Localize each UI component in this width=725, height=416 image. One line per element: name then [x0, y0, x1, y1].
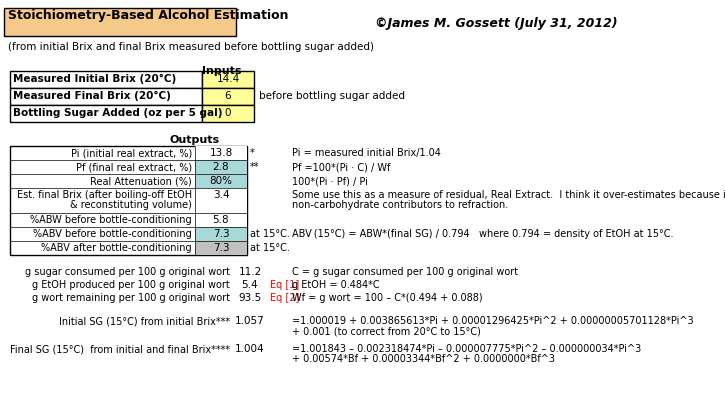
- Text: + 0.00574*Bf + 0.00003344*Bf^2 + 0.0000000*Bf^3: + 0.00574*Bf + 0.00003344*Bf^2 + 0.00000…: [292, 354, 555, 364]
- Text: Eq [1]: Eq [1]: [270, 280, 299, 290]
- Text: Initial SG (15°C) from initial Brix***: Initial SG (15°C) from initial Brix***: [59, 316, 230, 326]
- Text: Measured Final Brix (20°C): Measured Final Brix (20°C): [13, 91, 171, 101]
- Bar: [202, 71, 254, 88]
- Text: Pi = measured initial Brix/1.04: Pi = measured initial Brix/1.04: [292, 148, 441, 158]
- Text: *: *: [250, 148, 254, 158]
- Text: 1.057: 1.057: [235, 316, 265, 326]
- Text: g wort remaining per 100 g original wort: g wort remaining per 100 g original wort: [32, 293, 230, 303]
- Text: Pi (initial real extract, %): Pi (initial real extract, %): [71, 148, 192, 158]
- Bar: [195, 174, 247, 188]
- Bar: [10, 146, 247, 255]
- Text: + 0.001 (to correct from 20°C to 15°C): + 0.001 (to correct from 20°C to 15°C): [292, 326, 481, 336]
- Text: g EtOH = 0.484*C: g EtOH = 0.484*C: [292, 280, 380, 290]
- Text: Wf = g wort = 100 – C*(0.494 + 0.088): Wf = g wort = 100 – C*(0.494 + 0.088): [292, 293, 483, 303]
- Bar: [10, 88, 202, 105]
- Text: ABV (15°C) = ABW*(final SG) / 0.794   where 0.794 = density of EtOH at 15°C.: ABV (15°C) = ABW*(final SG) / 0.794 wher…: [292, 229, 674, 239]
- Text: %ABV before bottle-conditioning: %ABV before bottle-conditioning: [33, 229, 192, 239]
- Text: 14.4: 14.4: [216, 74, 240, 84]
- Text: non-carbohydrate contributors to refraction.: non-carbohydrate contributors to refract…: [292, 200, 508, 210]
- Text: Some use this as a measure of residual, Real Extract.  I think it over-estimates: Some use this as a measure of residual, …: [292, 190, 725, 200]
- Text: before bottling sugar added: before bottling sugar added: [259, 91, 405, 101]
- Text: 6: 6: [225, 91, 231, 101]
- Text: 11.2: 11.2: [239, 267, 262, 277]
- Text: 2.8: 2.8: [212, 162, 229, 172]
- Text: 5.8: 5.8: [212, 215, 229, 225]
- Text: ©James M. Gossett (July 31, 2012): ©James M. Gossett (July 31, 2012): [375, 17, 618, 30]
- Text: =1.001843 – 0.002318474*Pi – 0.000007775*Pi^2 – 0.000000034*Pi^3: =1.001843 – 0.002318474*Pi – 0.000007775…: [292, 344, 641, 354]
- Bar: [195, 213, 247, 227]
- Text: Final SG (15°C)  from initial and final Brix****: Final SG (15°C) from initial and final B…: [10, 344, 230, 354]
- Text: 7.3: 7.3: [212, 243, 229, 253]
- Text: Pf =100*(Pi · C) / Wf: Pf =100*(Pi · C) / Wf: [292, 162, 390, 172]
- Bar: [195, 241, 247, 255]
- Text: C = g sugar consumed per 100 g original wort: C = g sugar consumed per 100 g original …: [292, 267, 518, 277]
- Bar: [202, 88, 254, 105]
- Bar: [195, 160, 247, 174]
- Text: 0: 0: [225, 108, 231, 118]
- Text: 3.4: 3.4: [212, 190, 229, 200]
- Text: g EtOH produced per 100 g original wort: g EtOH produced per 100 g original wort: [32, 280, 230, 290]
- Bar: [195, 227, 247, 241]
- Text: Outputs: Outputs: [170, 135, 220, 145]
- Text: Inputs: Inputs: [202, 66, 241, 76]
- Text: g sugar consumed per 100 g original wort: g sugar consumed per 100 g original wort: [25, 267, 230, 277]
- Text: 93.5: 93.5: [239, 293, 262, 303]
- Text: Measured Initial Brix (20°C): Measured Initial Brix (20°C): [13, 74, 176, 84]
- Bar: [195, 146, 247, 160]
- Text: at 15°C.: at 15°C.: [250, 243, 290, 253]
- Text: 1.004: 1.004: [235, 344, 265, 354]
- Text: Bottling Sugar Added (oz per 5 gal): Bottling Sugar Added (oz per 5 gal): [13, 108, 223, 118]
- Text: **: **: [250, 162, 260, 172]
- Text: Pf (final real extract, %): Pf (final real extract, %): [76, 162, 192, 172]
- Text: 5.4: 5.4: [241, 280, 258, 290]
- Text: Stoichiometry-Based Alcohol Estimation: Stoichiometry-Based Alcohol Estimation: [8, 9, 289, 22]
- Text: 13.8: 13.8: [210, 148, 233, 158]
- Text: =1.000019 + 0.003865613*Pi + 0.00001296425*Pi^2 + 0.00000005701128*Pi^3: =1.000019 + 0.003865613*Pi + 0.000012964…: [292, 316, 694, 326]
- Text: 100*(Pi · Pf) / Pi: 100*(Pi · Pf) / Pi: [292, 176, 368, 186]
- Text: Eq [2]: Eq [2]: [270, 293, 299, 303]
- Text: Real Attenuation (%): Real Attenuation (%): [90, 176, 192, 186]
- Text: %ABV after bottle-conditioning: %ABV after bottle-conditioning: [41, 243, 192, 253]
- Text: 7.3: 7.3: [212, 229, 229, 239]
- Text: Est. final Brix (after boiling-off EtOH: Est. final Brix (after boiling-off EtOH: [17, 190, 192, 200]
- Bar: [10, 105, 202, 122]
- Bar: [195, 188, 247, 213]
- Bar: [4, 8, 236, 36]
- Bar: [10, 71, 202, 88]
- Text: (from initial Brix and final Brix measured before bottling sugar added): (from initial Brix and final Brix measur…: [8, 42, 374, 52]
- Text: 80%: 80%: [210, 176, 233, 186]
- Text: at 15°C.: at 15°C.: [250, 229, 290, 239]
- Bar: [202, 105, 254, 122]
- Text: %ABW before bottle-conditioning: %ABW before bottle-conditioning: [30, 215, 192, 225]
- Text: & reconstituting volume): & reconstituting volume): [70, 200, 192, 210]
